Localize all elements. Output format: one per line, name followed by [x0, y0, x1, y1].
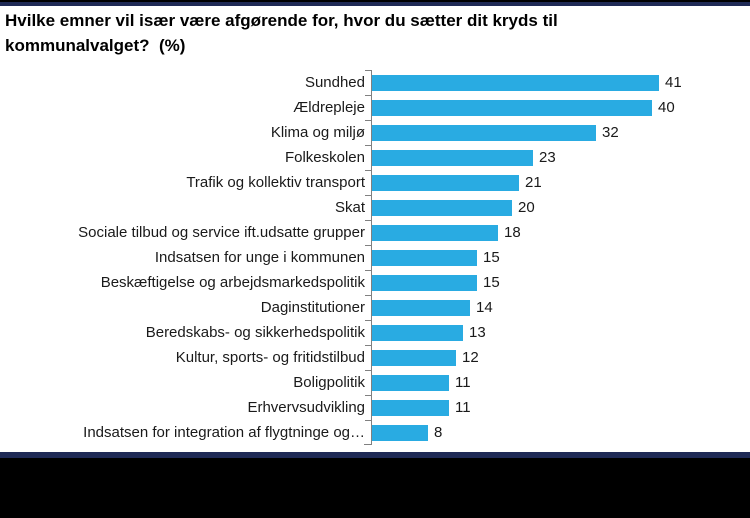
value-label: 14	[476, 299, 493, 316]
bar-track: 12	[365, 345, 750, 370]
bar-row: Boligpolitik 11	[0, 370, 750, 395]
bar-track: 41	[365, 70, 750, 95]
bar-chart: Sundhed 41 Ældrepleje 40 Klima og miljø …	[0, 70, 750, 445]
category-label: Indsatsen for integration af flygtninge …	[83, 424, 365, 441]
axis-tick	[365, 395, 372, 396]
value-label: 13	[469, 324, 486, 341]
chart-title-line1: Hvilke emner vil især være afgørende for…	[5, 11, 558, 30]
bar-track: 13	[365, 320, 750, 345]
bar-row: Sociale tilbud og service ift.udsatte gr…	[0, 220, 750, 245]
category-label: Klima og miljø	[270, 124, 365, 141]
bar	[372, 299, 470, 316]
axis-tick	[365, 220, 372, 221]
category-label: Indsatsen for unge i kommunen	[154, 249, 365, 266]
value-label: 15	[483, 249, 500, 266]
bar	[372, 249, 477, 266]
axis-tick	[365, 120, 372, 121]
bar-track: 11	[365, 370, 750, 395]
category-label: Skat	[334, 199, 365, 216]
bar	[372, 174, 519, 191]
bar-track: 21	[365, 170, 750, 195]
chart-title: Hvilke emner vil især være afgørende for…	[5, 8, 558, 58]
axis-tick	[365, 295, 372, 296]
bar-row: Indsatsen for unge i kommunen 15	[0, 245, 750, 270]
category-label: Erhvervsudvikling	[247, 399, 365, 416]
category-label: Daginstitutioner	[260, 299, 365, 316]
category-label: Beskæftigelse og arbejdsmarkedspolitik	[100, 274, 365, 291]
axis-tick	[365, 195, 372, 196]
category-label: Ældrepleje	[293, 99, 365, 116]
bar-row: Ældrepleje 40	[0, 95, 750, 120]
bar	[372, 274, 477, 291]
value-label: 15	[483, 274, 500, 291]
axis-tick	[365, 70, 372, 71]
bar	[372, 199, 512, 216]
axis-tick	[365, 320, 372, 321]
bar	[372, 374, 449, 391]
axis-tick	[365, 245, 372, 246]
category-label: Kultur, sports- og fritidstilbud	[175, 349, 365, 366]
bar-track: 15	[365, 245, 750, 270]
value-label: 20	[518, 199, 535, 216]
bar	[372, 349, 456, 366]
axis-tick	[365, 345, 372, 346]
bar-track: 23	[365, 145, 750, 170]
bar-track: 14	[365, 295, 750, 320]
value-label: 41	[665, 74, 682, 91]
bar-track: 40	[365, 95, 750, 120]
bar	[372, 399, 449, 416]
bar-track: 11	[365, 395, 750, 420]
bar-row: Beskæftigelse og arbejdsmarkedspolitik 1…	[0, 270, 750, 295]
value-label: 21	[525, 174, 542, 191]
value-label: 11	[455, 399, 471, 416]
bar-row: Sundhed 41	[0, 70, 750, 95]
bar-track: 18	[365, 220, 750, 245]
category-label: Beredskabs- og sikkerhedspolitik	[145, 324, 365, 341]
category-label: Boligpolitik	[293, 374, 365, 391]
footer-black-bar	[0, 458, 750, 518]
bar-row: Daginstitutioner 14	[0, 295, 750, 320]
bar	[372, 149, 533, 166]
bar-track: 32	[365, 120, 750, 145]
bar	[372, 324, 463, 341]
axis-tick	[365, 145, 372, 146]
bar	[372, 224, 498, 241]
bar	[372, 99, 652, 116]
axis-tick	[365, 270, 372, 271]
bar	[372, 424, 428, 441]
bar-row: Trafik og kollektiv transport 21	[0, 170, 750, 195]
bar-track: 8	[365, 420, 750, 445]
bottom-border-line	[0, 452, 750, 458]
chart-title-line2: kommunalvalget? (%)	[5, 36, 186, 55]
bar-row: Beredskabs- og sikkerhedspolitik 13	[0, 320, 750, 345]
category-label: Trafik og kollektiv transport	[186, 174, 365, 191]
bar-track: 15	[365, 270, 750, 295]
axis-tick	[365, 95, 372, 96]
axis-tick	[365, 170, 372, 171]
category-label: Sundhed	[304, 74, 365, 91]
value-label: 18	[504, 224, 521, 241]
axis-tick	[365, 370, 372, 371]
value-label: 12	[462, 349, 479, 366]
axis-tick	[365, 420, 372, 421]
category-label: Folkeskolen	[284, 149, 365, 166]
bar-row: Kultur, sports- og fritidstilbud 12	[0, 345, 750, 370]
bar-row: Skat 20	[0, 195, 750, 220]
bar-row: Indsatsen for integration af flygtninge …	[0, 420, 750, 445]
bar-row: Erhvervsudvikling 11	[0, 395, 750, 420]
chart-rows: Sundhed 41 Ældrepleje 40 Klima og miljø …	[0, 70, 750, 445]
bar-row: Klima og miljø 32	[0, 120, 750, 145]
value-label: 32	[602, 124, 619, 141]
value-label: 8	[434, 424, 443, 441]
bar	[372, 74, 659, 91]
top-border-line	[0, 0, 750, 6]
bar-row: Folkeskolen 23	[0, 145, 750, 170]
bar-track: 20	[365, 195, 750, 220]
axis-bottom-tick	[364, 444, 372, 445]
value-label: 11	[455, 374, 471, 391]
bar	[372, 124, 596, 141]
category-label: Sociale tilbud og service ift.udsatte gr…	[78, 224, 365, 241]
value-label: 40	[658, 99, 675, 116]
value-label: 23	[539, 149, 556, 166]
